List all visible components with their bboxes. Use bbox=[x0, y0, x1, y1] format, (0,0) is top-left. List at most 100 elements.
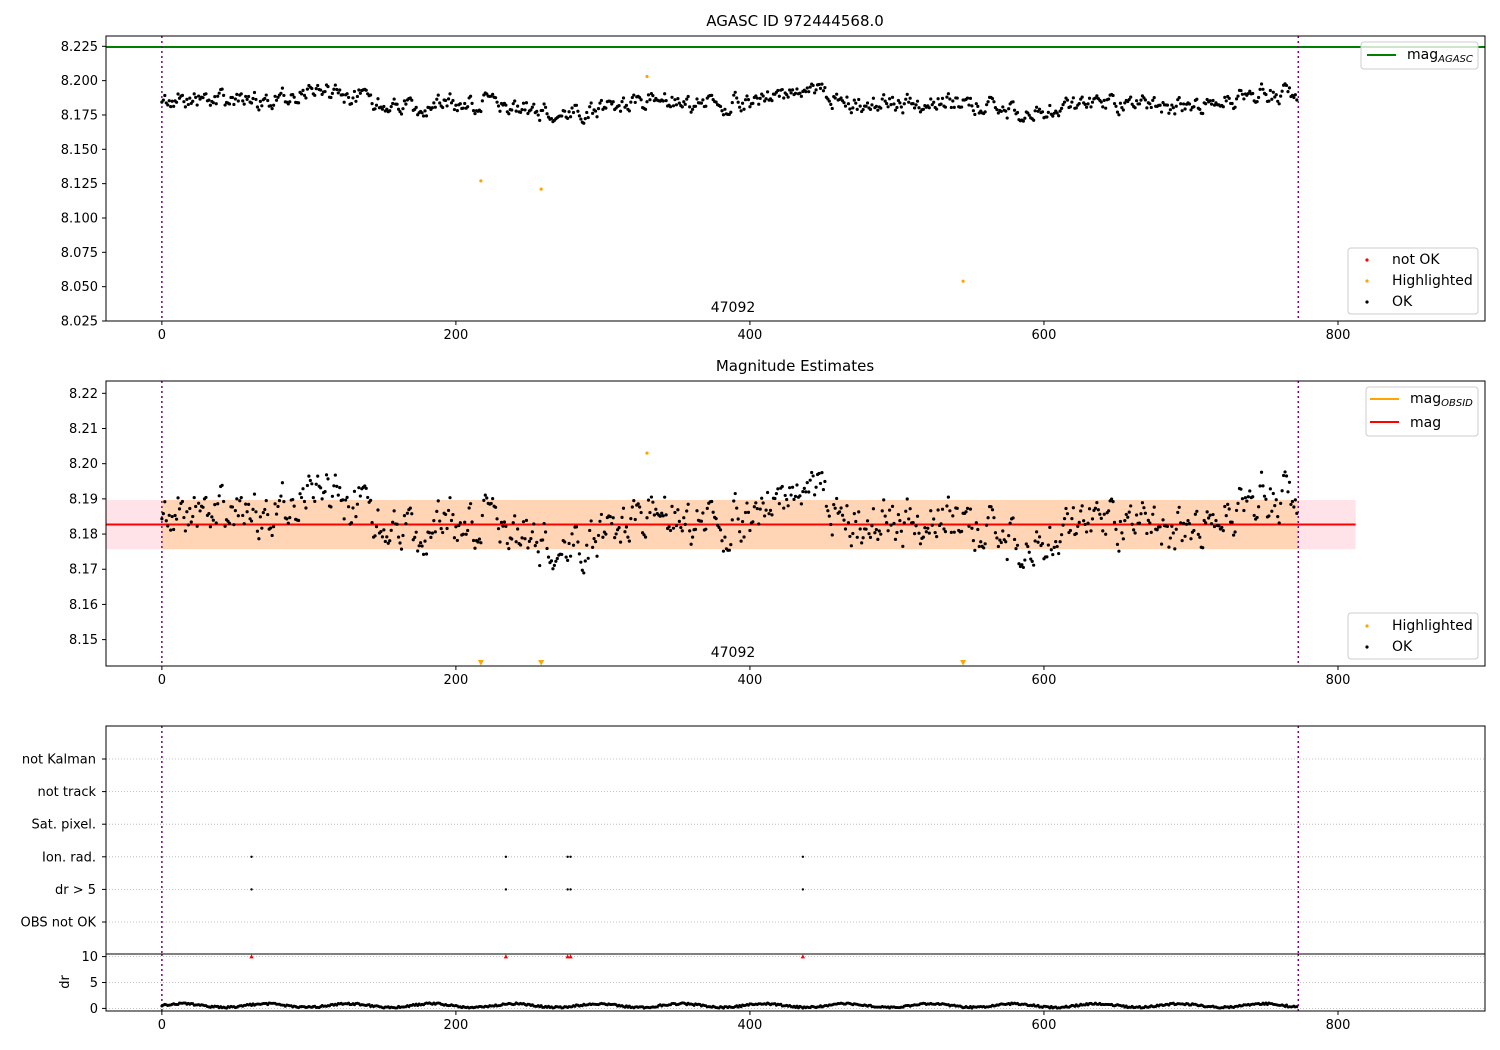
ok-point bbox=[351, 506, 355, 510]
ok-point bbox=[760, 496, 764, 500]
ok-point bbox=[593, 109, 598, 113]
ok-point bbox=[639, 510, 643, 515]
panel-agasc-magnitude: AGASC ID 972444568.0 47092 0 200 400 600 800… bbox=[61, 12, 1486, 343]
ok-point bbox=[386, 541, 390, 545]
highlighted-point-below-axis bbox=[538, 660, 545, 666]
ok-point bbox=[948, 509, 952, 513]
ok-point bbox=[1292, 95, 1296, 100]
ok-point bbox=[933, 530, 937, 535]
ok-point bbox=[629, 100, 633, 104]
ok-point bbox=[877, 529, 881, 533]
ok-point bbox=[463, 101, 467, 106]
ok-point bbox=[1201, 546, 1205, 550]
y-tick-label: 5 bbox=[90, 976, 98, 991]
ok-point bbox=[395, 102, 399, 106]
ok-point bbox=[846, 521, 851, 525]
ok-point bbox=[198, 509, 202, 513]
ok-point bbox=[545, 112, 549, 116]
ok-point bbox=[823, 86, 827, 90]
ok-point bbox=[729, 543, 733, 547]
ok-point bbox=[252, 90, 257, 95]
ok-point bbox=[244, 502, 248, 506]
ok-point bbox=[1176, 510, 1180, 515]
ok-point bbox=[349, 102, 354, 106]
ok-point bbox=[929, 509, 933, 513]
ok-point bbox=[748, 528, 752, 533]
ok-point bbox=[820, 82, 824, 86]
ok-point bbox=[580, 568, 584, 572]
ok-point bbox=[642, 533, 646, 537]
ok-point bbox=[849, 544, 853, 548]
ok-point bbox=[1277, 521, 1281, 525]
ok-point bbox=[661, 99, 665, 103]
ok-point bbox=[1099, 516, 1103, 520]
ok-point bbox=[610, 102, 614, 106]
ok-point bbox=[195, 103, 199, 107]
ok-point bbox=[1139, 512, 1143, 516]
ok-point bbox=[296, 518, 301, 523]
ok-point bbox=[1226, 502, 1230, 506]
ok-point bbox=[729, 110, 733, 114]
ok-point bbox=[404, 102, 408, 106]
ok-point bbox=[438, 519, 442, 523]
ok-point bbox=[568, 554, 573, 558]
ok-point bbox=[282, 93, 286, 98]
ok-point bbox=[216, 94, 220, 98]
ok-point bbox=[1182, 102, 1186, 106]
ok-point bbox=[1274, 498, 1278, 502]
ok-point bbox=[1159, 110, 1164, 114]
ok-point bbox=[751, 101, 755, 105]
ok-point bbox=[1189, 108, 1193, 112]
ok-point bbox=[1057, 551, 1061, 556]
ok-point bbox=[1133, 106, 1137, 110]
ok-point bbox=[1145, 106, 1149, 110]
ok-point bbox=[1054, 540, 1058, 544]
ok-point bbox=[416, 549, 420, 553]
ok-point bbox=[258, 515, 262, 519]
ok-point bbox=[499, 520, 504, 524]
ok-point bbox=[277, 498, 282, 503]
ok-point bbox=[829, 102, 833, 106]
ok-point bbox=[660, 511, 664, 515]
ok-point bbox=[296, 101, 301, 105]
ok-point bbox=[917, 531, 921, 535]
ok-point bbox=[1258, 87, 1262, 91]
ok-point bbox=[611, 516, 615, 520]
ok-point bbox=[723, 107, 727, 111]
ok-point bbox=[493, 505, 498, 509]
ok-point bbox=[629, 517, 633, 521]
ok-point bbox=[1149, 530, 1153, 534]
ok-point bbox=[247, 502, 251, 506]
ok-point bbox=[621, 506, 626, 510]
ok-point bbox=[683, 102, 687, 106]
ok-point bbox=[740, 101, 745, 105]
ok-point bbox=[648, 510, 652, 515]
ok-point bbox=[886, 529, 890, 533]
ok-point bbox=[485, 496, 489, 500]
ok-point bbox=[280, 86, 285, 90]
ok-point bbox=[764, 508, 768, 512]
flag-point bbox=[569, 855, 572, 858]
ok-point bbox=[507, 546, 511, 551]
ok-point bbox=[604, 106, 608, 110]
ok-point bbox=[1174, 104, 1178, 108]
ok-point bbox=[370, 102, 374, 106]
ok-point bbox=[924, 530, 928, 534]
ok-point bbox=[260, 104, 264, 108]
ok-point bbox=[586, 115, 590, 120]
ok-point bbox=[1089, 105, 1093, 109]
ok-point bbox=[973, 548, 977, 552]
ok-point bbox=[986, 100, 990, 104]
ok-point bbox=[596, 107, 601, 111]
ok-point bbox=[620, 100, 624, 104]
ok-point bbox=[1118, 101, 1123, 105]
ok-point bbox=[227, 102, 232, 106]
ok-point bbox=[940, 96, 945, 101]
ok-point bbox=[1255, 100, 1259, 104]
legend-marker-highlighted bbox=[1365, 624, 1369, 628]
ok-point bbox=[999, 109, 1003, 114]
ok-point bbox=[1239, 487, 1243, 491]
ok-point bbox=[285, 517, 289, 521]
highlighted-point bbox=[645, 451, 649, 455]
ok-point bbox=[705, 506, 709, 510]
